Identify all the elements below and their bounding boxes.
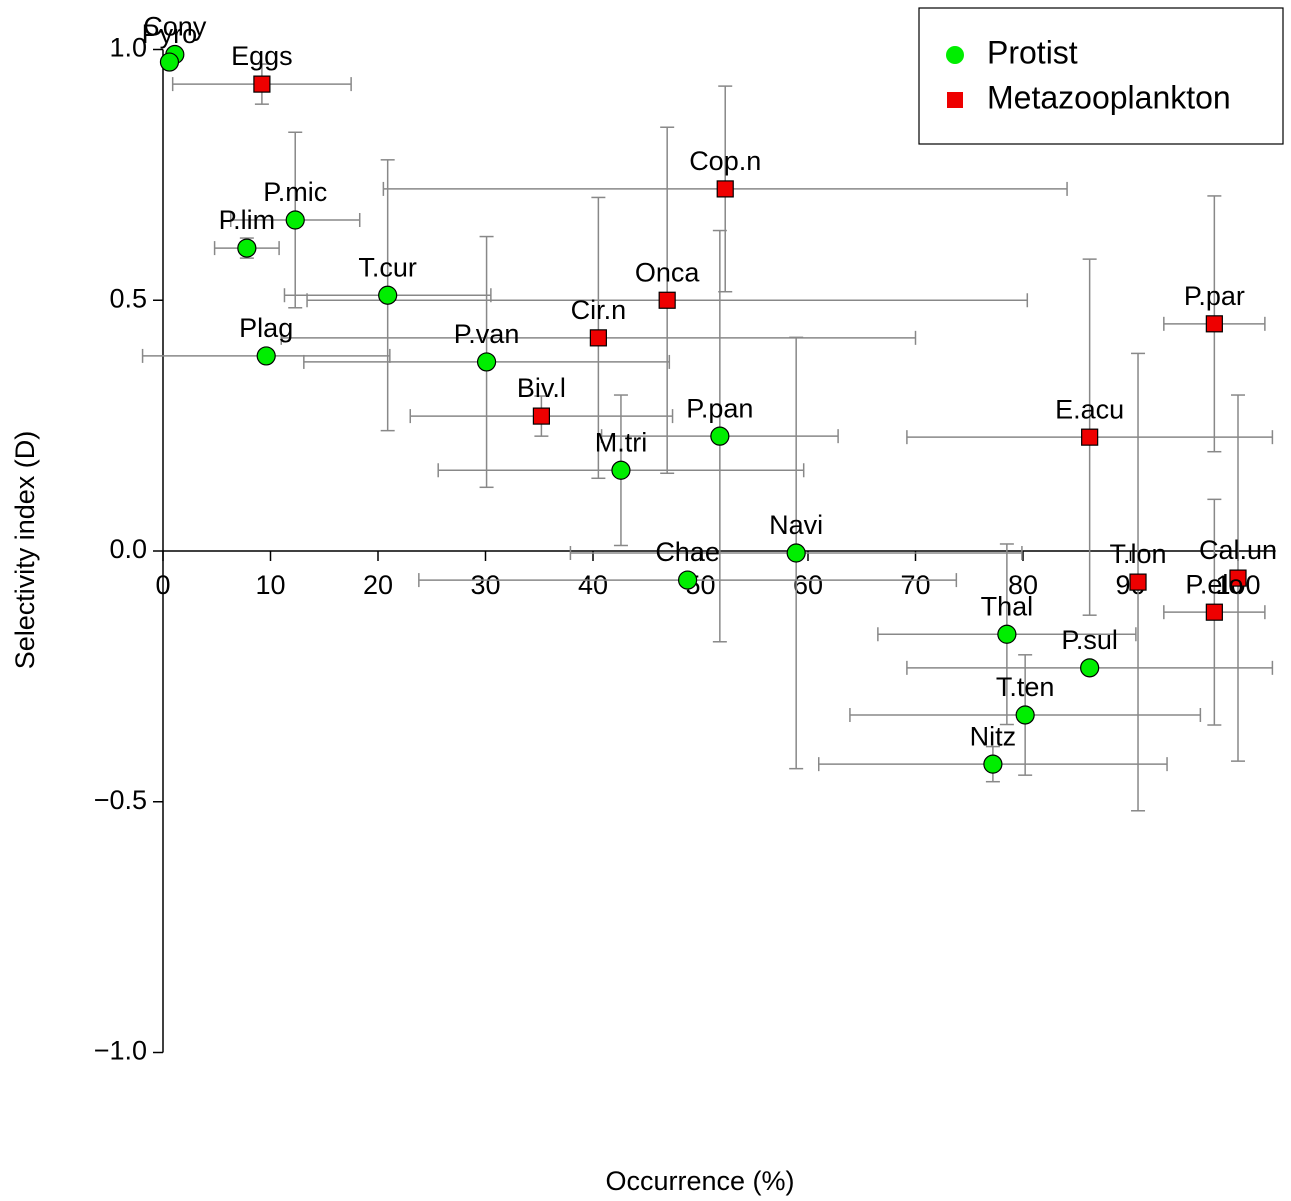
point — [716, 180, 734, 198]
x-tick-label: 30 — [470, 570, 500, 600]
x-axis-title: Occurrence (%) — [605, 1166, 794, 1196]
legend-marker — [946, 46, 964, 64]
y-axis-title: Selectivity index (D) — [10, 431, 40, 670]
point — [1129, 573, 1147, 591]
point-label: P.sul — [1061, 625, 1118, 655]
point — [658, 291, 676, 309]
point — [378, 285, 398, 305]
point — [1229, 569, 1247, 587]
point-label: Thal — [981, 591, 1034, 621]
legend-label: Protist — [987, 34, 1078, 70]
point-label: Navi — [769, 510, 823, 540]
point-label: Onca — [635, 257, 701, 287]
point — [786, 543, 806, 563]
point-label: Nitz — [970, 721, 1017, 751]
point — [589, 329, 607, 347]
point — [285, 210, 305, 230]
point-label: P.van — [454, 319, 520, 349]
point — [237, 238, 257, 258]
point-label: Eggs — [231, 41, 293, 71]
point — [1081, 428, 1099, 446]
point — [1015, 705, 1035, 725]
point-label: Cony — [143, 12, 207, 42]
y-tick-label: 1.0 — [109, 33, 147, 63]
x-tick-label: 10 — [255, 570, 285, 600]
y-tick-label: −0.5 — [94, 785, 147, 815]
point — [159, 52, 180, 72]
point — [997, 624, 1017, 644]
legend-box — [918, 7, 1284, 145]
point — [1205, 315, 1223, 333]
point-label: T.ten — [996, 672, 1055, 702]
y-tick-label: −1.0 — [94, 1036, 147, 1066]
point — [1205, 603, 1223, 621]
point — [677, 570, 698, 590]
legend-label: Metazooplankton — [987, 79, 1231, 115]
point-label: P.par — [1184, 281, 1245, 311]
point — [532, 407, 551, 425]
x-tick-label: 70 — [900, 570, 930, 600]
point — [611, 460, 631, 480]
x-tick-label: 40 — [578, 570, 608, 600]
point-label: Plag — [239, 313, 293, 343]
point-label: P.pan — [686, 393, 753, 423]
point-label: T.cur — [358, 252, 417, 282]
point — [253, 75, 271, 93]
y-tick-label: 0.0 — [109, 534, 147, 564]
x-tick-label: 20 — [363, 570, 393, 600]
point-label: E.acu — [1055, 394, 1124, 424]
point — [1080, 658, 1100, 678]
y-tick-label: 0.5 — [109, 283, 147, 313]
point-label: Chae — [655, 537, 720, 567]
point-label: M.tri — [595, 427, 647, 457]
legend-marker — [947, 92, 963, 108]
point-label: Cop.n — [689, 146, 761, 176]
point — [710, 426, 730, 446]
x-tick-label: 60 — [793, 570, 823, 600]
point-label: Biv.l — [517, 373, 566, 403]
point — [983, 754, 1003, 774]
x-tick-label: 80 — [1008, 570, 1038, 600]
point-label: Cir.n — [571, 295, 627, 325]
point-label: P.elo — [1185, 569, 1243, 599]
x-tick-label: 0 — [155, 570, 170, 600]
point-label: P.lim — [219, 205, 276, 235]
point — [476, 352, 497, 372]
point — [256, 346, 276, 366]
point-label: Pyro — [142, 19, 198, 49]
point-label: P.mic — [263, 177, 327, 207]
point-label: T.lon — [1110, 539, 1167, 569]
point-label: Cal.un — [1199, 535, 1277, 565]
